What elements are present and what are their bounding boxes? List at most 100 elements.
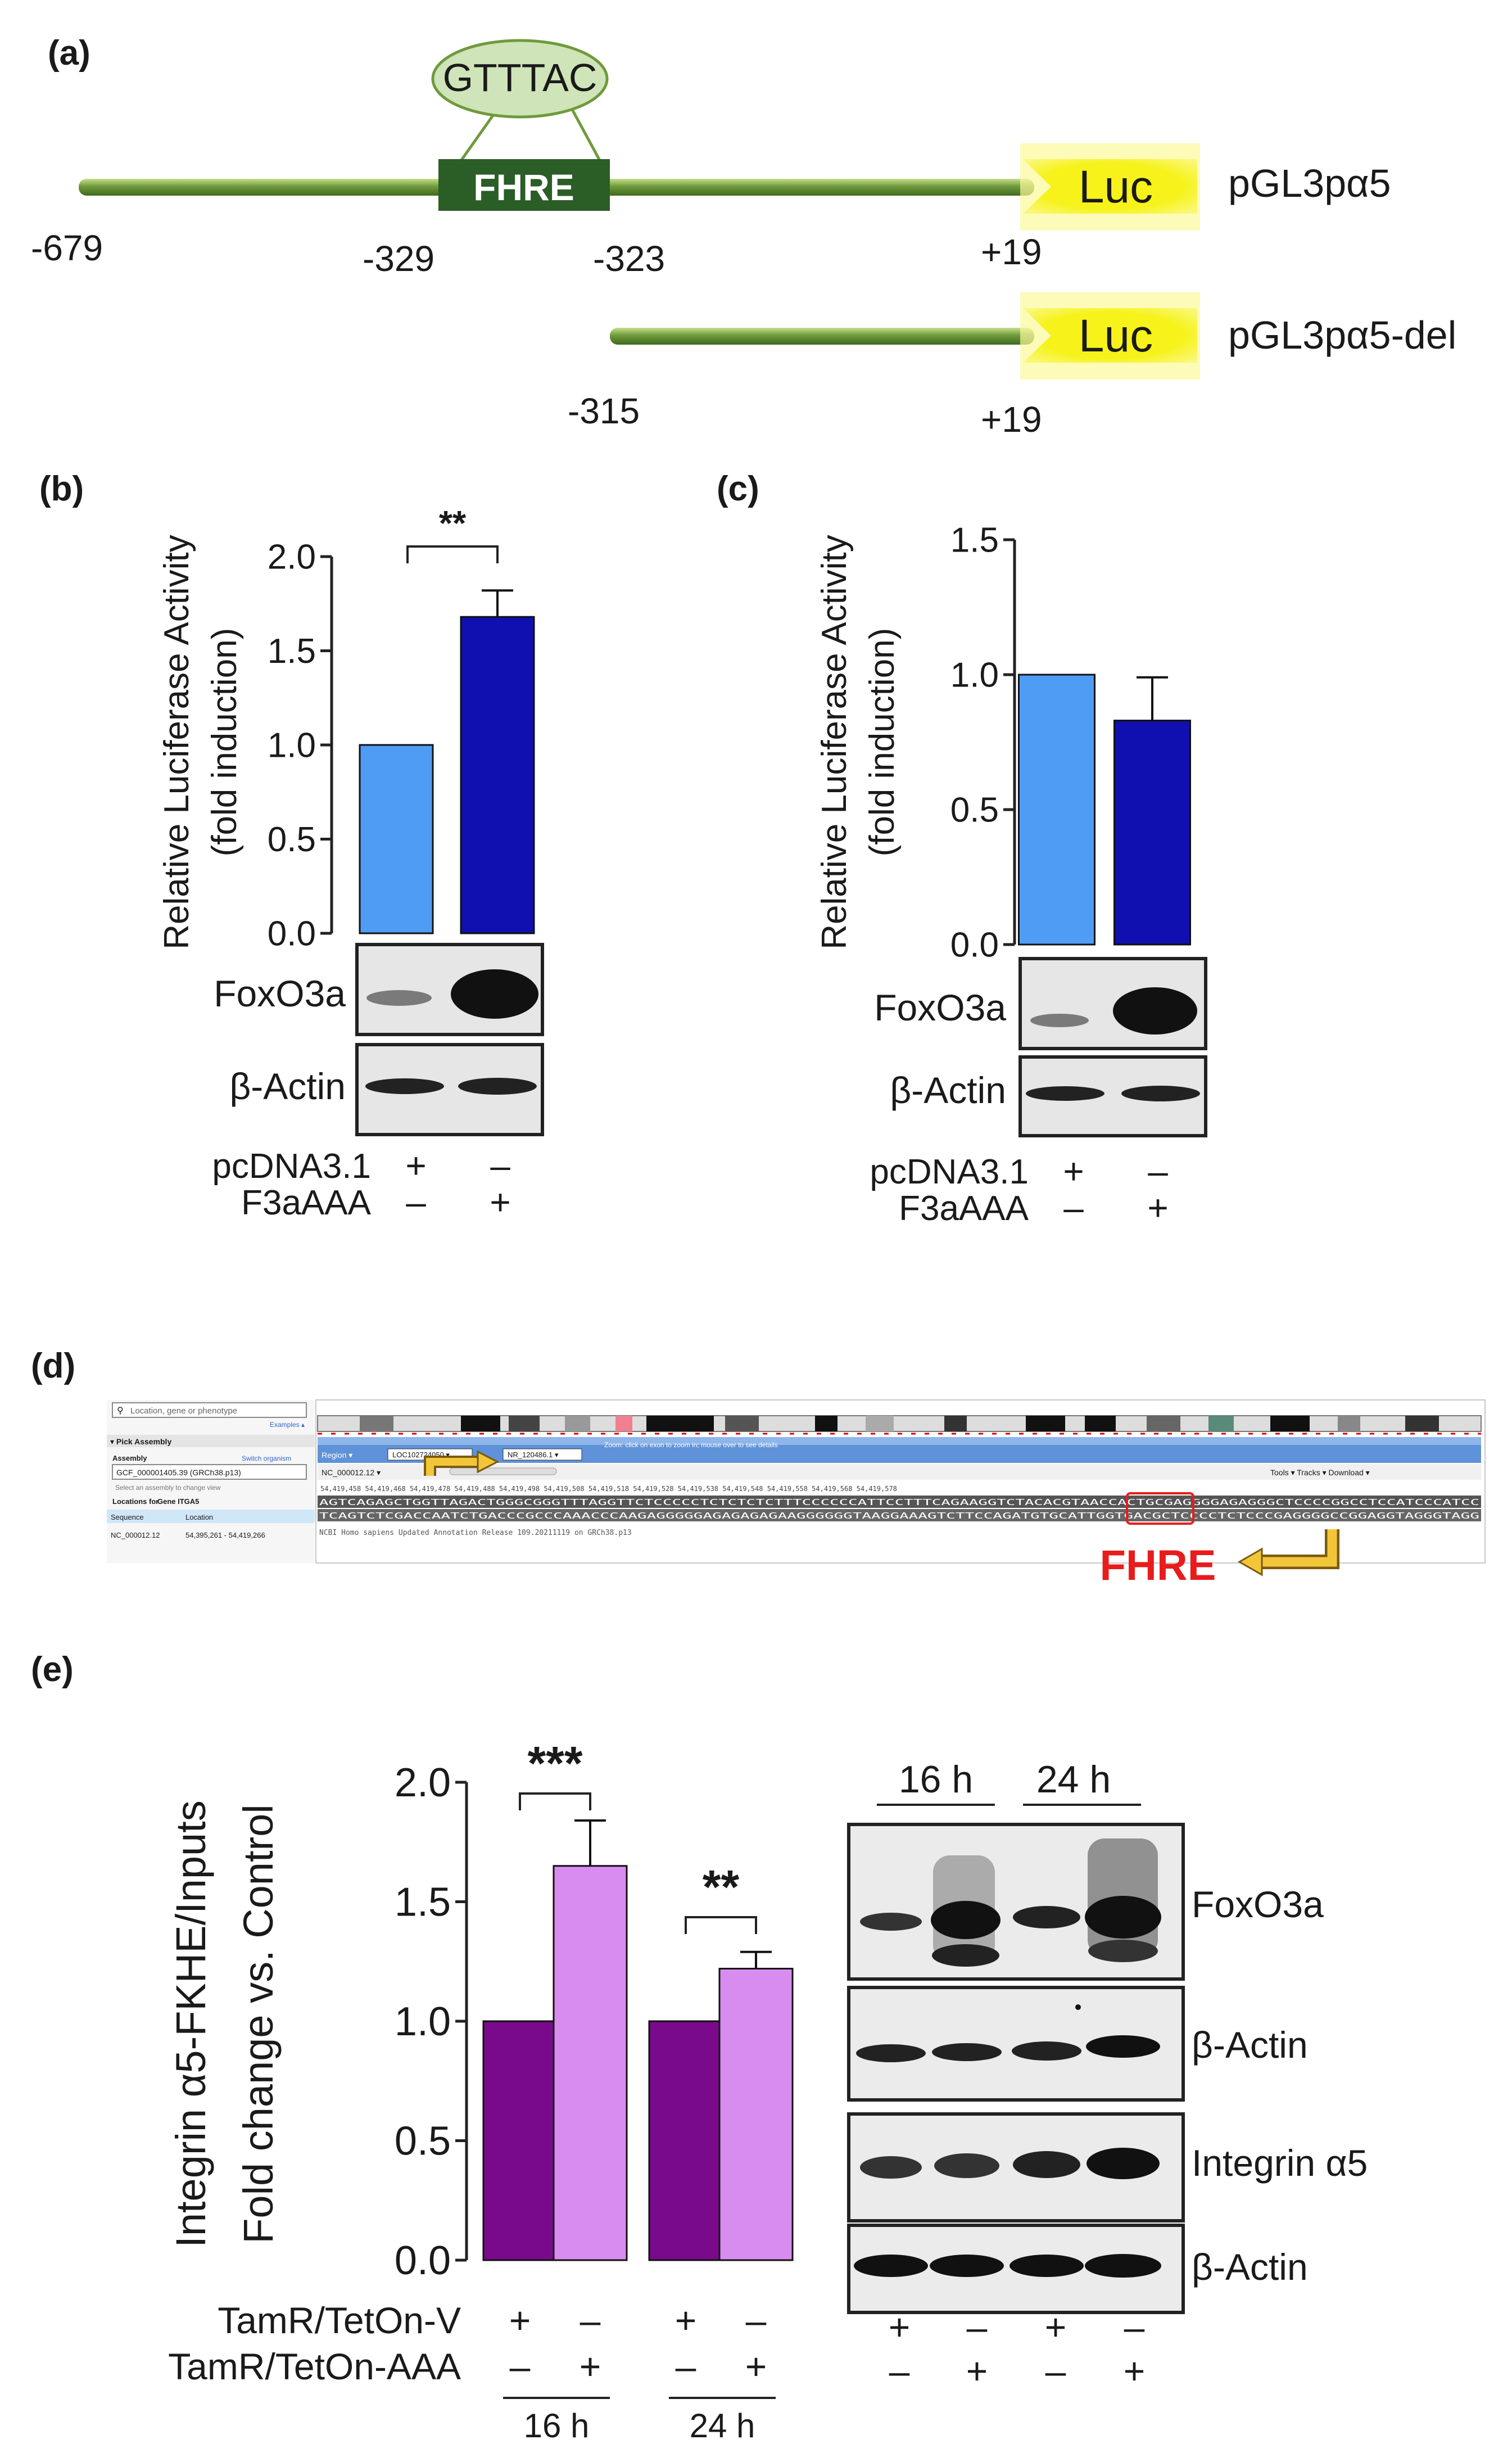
band: [815, 1416, 838, 1431]
e-v-2: –: [580, 2300, 601, 2341]
band-b-foxo-2: [451, 969, 538, 1019]
bar-e-3: [648, 2020, 723, 2261]
motif-ellipse: [431, 39, 609, 119]
row-sequence[interactable]: NC_000012.12: [111, 1531, 160, 1539]
c-f3-1: –: [1063, 1187, 1084, 1228]
y-axis-label-e: Integrin α5-FKHE/Inputs: [168, 1800, 214, 2247]
e-conditions: TamR/TetOn-V TamR/TetOn-AAA + – + – – + …: [168, 2300, 776, 2445]
band-b-act-2: [458, 1078, 537, 1095]
band: [944, 1416, 967, 1431]
label-b-f3a: F3aAAA: [241, 1183, 372, 1222]
band-e-itga-1: [860, 2156, 922, 2179]
zoom-slider[interactable]: [449, 1467, 557, 1475]
construct-name-1: pGL3pα5: [1228, 161, 1391, 205]
promoter-line-del: [610, 328, 1034, 345]
band-b-act-1: [365, 1078, 444, 1094]
band-c-act-1: [1026, 1086, 1104, 1101]
label-e-actin-2: β-Actin: [1192, 2246, 1308, 2288]
transcript-select[interactable]: [503, 1448, 582, 1461]
y-tick-label-c: 0.5: [950, 791, 999, 830]
blot-e-24h: 24 h: [1036, 1758, 1111, 1801]
construct-name-2: pGL3pα5-del: [1228, 313, 1456, 357]
e-16h-label: 16 h: [524, 2407, 590, 2445]
arrow-right: [1259, 1529, 1337, 1567]
eb-v-3: +: [1045, 2306, 1067, 2348]
band: [360, 1416, 393, 1431]
region-select[interactable]: Region ▾: [322, 1451, 352, 1460]
c-f3-2: +: [1147, 1187, 1168, 1228]
band-c-foxo-2: [1113, 987, 1197, 1034]
band-e-act2-1: [854, 2255, 928, 2277]
bar-c-2: [1113, 720, 1191, 946]
nc-select[interactable]: NC_000012.12 ▾: [322, 1468, 381, 1477]
pos-323: -323: [593, 238, 665, 279]
c-pc-1: +: [1063, 1151, 1084, 1191]
band-centromere: [615, 1416, 632, 1431]
band: [1338, 1416, 1360, 1431]
pos-679: -679: [31, 228, 103, 268]
bar-c-1: [1018, 674, 1095, 946]
band: [866, 1416, 894, 1431]
y-tick-label-b: 1.5: [268, 632, 316, 671]
label-c-foxo3a: FoxO3a: [874, 987, 1006, 1028]
motif-sequence: GTTTAC: [443, 56, 597, 100]
assembly-value: GCF_000001405.39 (GRCh38.p13): [116, 1468, 241, 1477]
y-tick-label-e: 2.0: [395, 1760, 451, 1805]
pick-assembly-header: [107, 1435, 315, 1447]
label-e-itga5: Integrin α5: [1192, 2142, 1368, 2184]
y-tick-label-c: 0.0: [950, 926, 999, 965]
y-tick-label-b: 0.5: [268, 820, 316, 859]
band: [1270, 1416, 1310, 1431]
row-location: 54,395,261 - 54,419,266: [185, 1531, 265, 1539]
e-v-3: +: [675, 2300, 697, 2341]
eb-a-3: –: [1045, 2350, 1066, 2392]
assembly-label: Assembly: [112, 1454, 147, 1462]
search-input[interactable]: [112, 1402, 307, 1418]
col-sequence: Sequence: [111, 1513, 144, 1521]
chart-c: 0.0 0.5 1.0 1.5 Relative Luciferase Activity…: [815, 521, 1191, 965]
e-24h-label: 24 h: [690, 2407, 755, 2445]
band-c-act-2: [1121, 1086, 1200, 1101]
assembly-select[interactable]: [112, 1464, 307, 1480]
y-tick-label-e: 0.5: [395, 2119, 451, 2164]
band-e-foxo-3: [1013, 1906, 1080, 1928]
luc-box-1: [1023, 159, 1197, 214]
locations-for: Locations for: [112, 1497, 159, 1506]
luc-box-2: [1023, 308, 1197, 363]
ideogram: [317, 1415, 1482, 1435]
band: [1405, 1416, 1439, 1431]
search-placeholder: Location, gene or phenotype: [130, 1406, 237, 1416]
switch-organism-link[interactable]: Switch organism: [242, 1454, 291, 1462]
band: [1147, 1416, 1180, 1431]
y-tick-label-e: 1.0: [395, 1999, 451, 2044]
blot-speck: [1075, 2004, 1081, 2010]
b-f3-1: –: [406, 1182, 426, 1222]
label-c-f3a: F3aAAA: [899, 1189, 1029, 1228]
sequence-reverse: TCAGTCTCGACCAATCTGACCCGCCCAAACCCAAGAGGGG…: [319, 1511, 1479, 1521]
e-v-4: –: [746, 2300, 767, 2341]
band: [509, 1416, 540, 1431]
eb-a-2: +: [966, 2350, 988, 2392]
y-axis-label-b: Relative Luciferase Activity: [157, 535, 196, 949]
band: [646, 1416, 714, 1431]
panel-label-b: (b): [39, 469, 84, 508]
band-e-foxo-2b: [932, 1944, 999, 1967]
y-axis-sublabel-e: Fold change vs. Control: [235, 1804, 282, 2244]
tools-menu[interactable]: Tools ▾ Tracks ▾ Download ▾: [1270, 1468, 1370, 1477]
significance-bracket-b: [406, 545, 499, 563]
pick-assembly-label[interactable]: ▾ Pick Assembly: [110, 1437, 171, 1446]
y-tick-label-c: 1.0: [950, 656, 999, 695]
pos-19-b: +19: [981, 399, 1042, 440]
locations-gene: Gene ITGA5: [157, 1497, 199, 1506]
y-axis-sublabel-c: (fold induction): [863, 628, 902, 857]
significance-label-e: ***: [527, 1737, 582, 1790]
band-b-foxo-1: [366, 990, 432, 1006]
examples-link[interactable]: Examples ▴: [270, 1421, 305, 1429]
band-e-itga-4: [1087, 2148, 1160, 2179]
label-c-pcdna: pcDNA3.1: [870, 1153, 1029, 1191]
construct-full: GTTTAC FHRE Luc pGL3pα5 -679 -329 -323 +…: [31, 39, 1391, 279]
assembly-hint: Select an assembly to change view: [115, 1484, 221, 1492]
y-axis-sublabel-b: (fold induction): [205, 628, 244, 857]
luc-label-2: Luc: [1079, 310, 1153, 362]
chart-b: 0.0 0.5 1.0 1.5 2.0 Relative Luciferase Activ…: [157, 504, 535, 954]
